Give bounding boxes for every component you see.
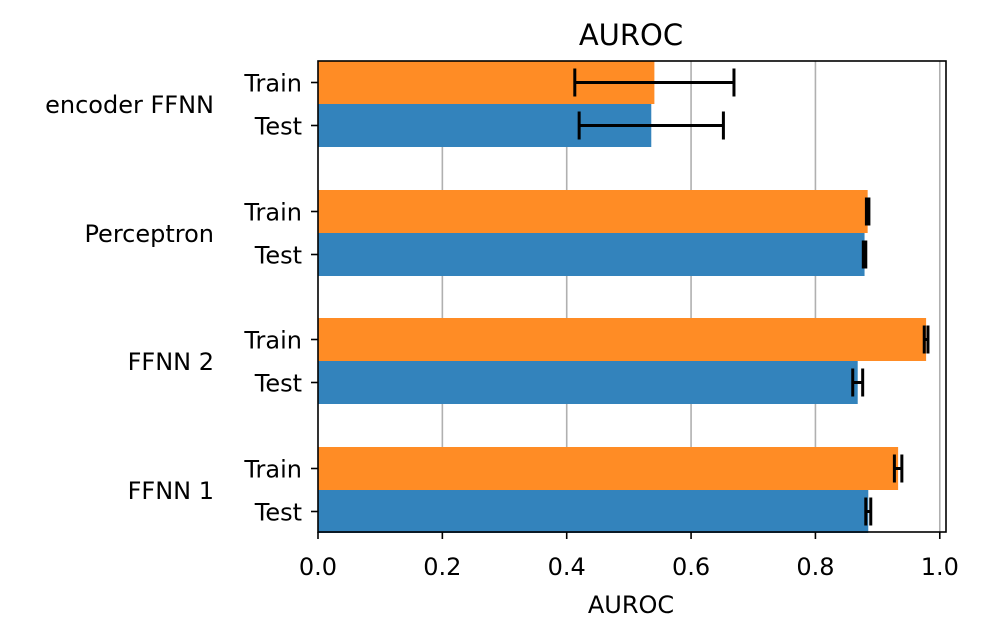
bar-train — [318, 190, 868, 233]
x-tick-label: 0.2 — [423, 553, 461, 581]
plot-frame — [317, 60, 947, 533]
x-tick-label: 0.0 — [299, 553, 337, 581]
bar-train — [318, 318, 927, 361]
bar-train — [318, 447, 899, 490]
chart-title: AUROC — [579, 18, 683, 52]
y-tick-label: Test — [254, 499, 302, 527]
bars — [318, 61, 927, 533]
group-label: encoder FFNN — [45, 91, 214, 119]
x-axis-title: AUROC — [588, 591, 674, 619]
x-tick-label: 1.0 — [921, 553, 959, 581]
y-ticks: Train Test Train Test Train Test Train Test — [243, 70, 318, 527]
y-tick-label: Train — [243, 70, 302, 98]
x-tick-label: 0.4 — [548, 553, 586, 581]
bar-test — [318, 233, 865, 276]
y-tick-label: Test — [254, 370, 302, 398]
bar-test — [318, 361, 858, 404]
x-ticks: 0.0 0.2 0.4 0.6 0.8 1.0 — [299, 532, 959, 581]
y-tick-label: Train — [243, 327, 302, 355]
group-label: Perceptron — [84, 220, 214, 248]
y-tick-label: Train — [243, 456, 302, 484]
y-tick-label: Test — [254, 242, 302, 270]
group-labels: encoder FFNN Perceptron FFNN 2 FFNN 1 — [45, 91, 214, 505]
x-tick-label: 0.6 — [672, 553, 710, 581]
group-label: FFNN 1 — [128, 477, 214, 505]
y-tick-label: Test — [254, 113, 302, 141]
x-tick-label: 0.8 — [796, 553, 834, 581]
y-tick-label: Train — [243, 199, 302, 227]
group-label: FFNN 2 — [128, 348, 214, 376]
bar-test — [318, 490, 869, 533]
error-bars — [573, 68, 930, 526]
